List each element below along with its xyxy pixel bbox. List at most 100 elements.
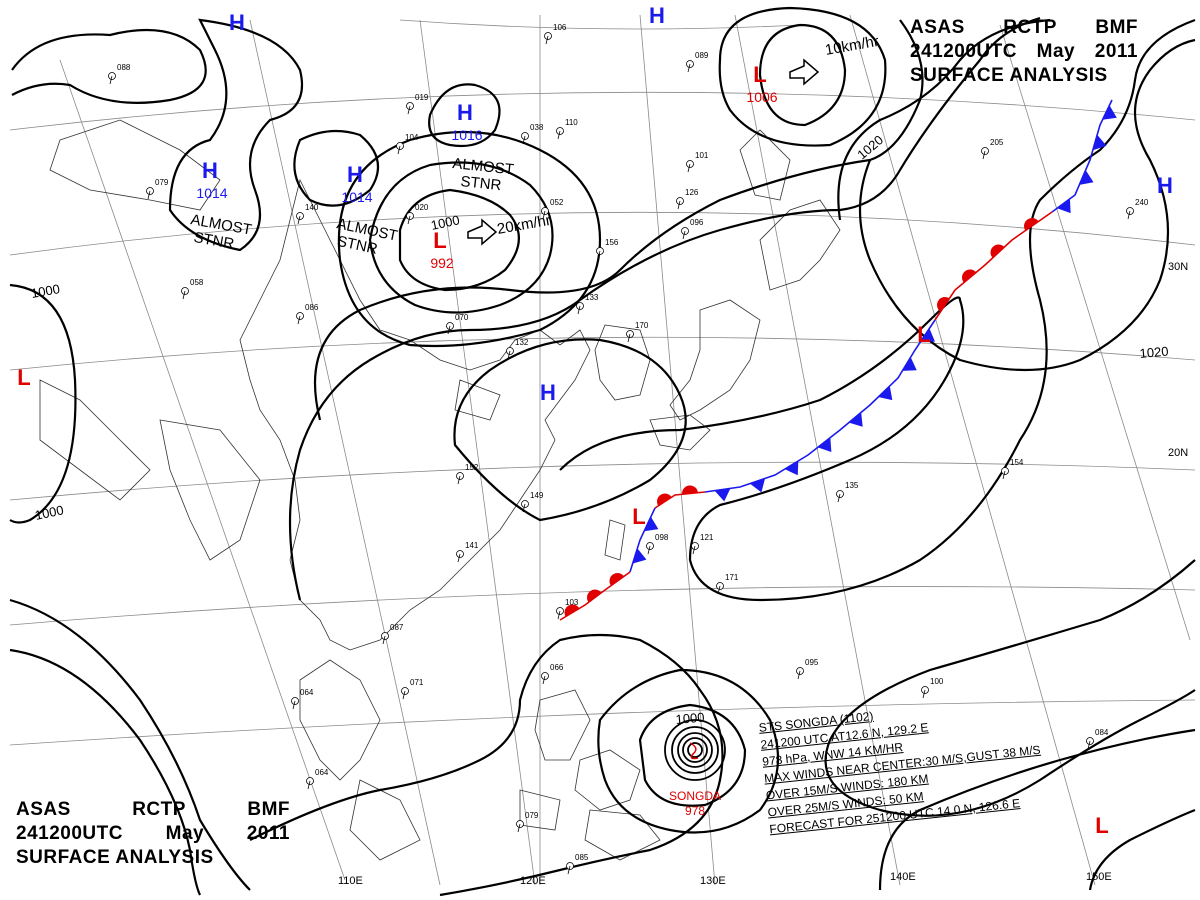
station-pressure: 154 bbox=[1010, 458, 1024, 467]
station-plot: 156 bbox=[596, 238, 619, 260]
isobars bbox=[9, 6, 1196, 897]
warm-front-bump bbox=[609, 573, 624, 586]
station-plot: 154 bbox=[1001, 458, 1024, 480]
station-pressure: 110 bbox=[565, 118, 578, 127]
cold-front-barb bbox=[632, 548, 647, 564]
cold-front bbox=[629, 507, 659, 573]
header-time: 2011 bbox=[246, 823, 290, 844]
station-pressure: 086 bbox=[305, 303, 319, 312]
cold-front-barb bbox=[902, 357, 917, 371]
station-plot: 121 bbox=[691, 533, 714, 555]
cold-front-barb bbox=[714, 488, 731, 502]
warm-front bbox=[559, 571, 631, 621]
warm-front bbox=[654, 485, 706, 509]
station-pressure: 103 bbox=[565, 598, 579, 607]
station-plot: 101 bbox=[686, 151, 709, 173]
station-pressure: 066 bbox=[550, 663, 564, 672]
station-plot: 064 bbox=[291, 688, 314, 710]
station-plot: 149 bbox=[521, 491, 544, 513]
header-agency: BMF bbox=[1095, 17, 1138, 38]
pressure-center-letter: H bbox=[457, 100, 473, 125]
station-plot: 087 bbox=[381, 623, 404, 645]
annotation-almost-stnr: ALMOSTSTNR bbox=[186, 211, 253, 255]
station-plot: 089 bbox=[686, 51, 709, 73]
warm-front-bump bbox=[1024, 218, 1039, 231]
station-pressure: 020 bbox=[415, 203, 429, 212]
pressure-center-letter: H bbox=[229, 10, 245, 35]
pressure-center-value: 1014 bbox=[196, 185, 227, 201]
header-time: 241200UTC bbox=[16, 823, 123, 844]
station-plot: 106 bbox=[544, 23, 567, 45]
station-pressure: 052 bbox=[550, 198, 564, 207]
warm-front-bump bbox=[564, 604, 580, 617]
pressure-center-value: 992 bbox=[430, 255, 454, 271]
pressure-center-letter: L bbox=[1095, 813, 1108, 838]
warm-front-bump bbox=[657, 493, 672, 506]
station-plot: 095 bbox=[796, 658, 819, 680]
station-pressure: 240 bbox=[1135, 198, 1149, 207]
warm-front-bump bbox=[587, 589, 602, 603]
pressure-center-letter: L bbox=[917, 322, 930, 347]
station-plot: 126 bbox=[676, 188, 699, 210]
typhoon-name: SONGDA bbox=[669, 789, 721, 803]
lon-label: 140E bbox=[890, 871, 916, 883]
station-pressure: 170 bbox=[635, 321, 649, 330]
isobar-label: 1000 bbox=[430, 212, 461, 233]
warm-front-bump bbox=[682, 485, 698, 495]
station-pressure: 071 bbox=[410, 678, 424, 687]
typhoon-rings bbox=[664, 719, 726, 781]
pressure-center-letter: H bbox=[202, 158, 218, 183]
low-pressure-center: L bbox=[632, 504, 645, 529]
station-pressure: 140 bbox=[305, 203, 319, 212]
low-pressure-center: L bbox=[17, 365, 30, 390]
typhoon-pressure: 978 bbox=[685, 804, 705, 818]
cold-front-barb bbox=[920, 328, 935, 342]
station-plot: 135 bbox=[836, 481, 859, 503]
station-plot: 140 bbox=[296, 203, 319, 225]
header-product: SURFACE ANALYSIS bbox=[16, 847, 214, 868]
isobar-label: 1000 bbox=[30, 281, 61, 301]
high-pressure-center: H bbox=[229, 10, 245, 35]
station-pressure: 132 bbox=[515, 338, 529, 347]
cold-front-barb bbox=[878, 385, 893, 401]
pressure-center-value: 1016 bbox=[451, 127, 482, 143]
station-plot: 103 bbox=[556, 598, 579, 620]
pressure-center-letter: H bbox=[649, 3, 665, 28]
header-agency: RCTP bbox=[1003, 17, 1057, 38]
station-pressure: 084 bbox=[1095, 728, 1109, 737]
pressure-center-letter: H bbox=[347, 162, 363, 187]
map-header-top: ASAS RCTP BMF 241200UTC May 2011 SURFACE… bbox=[910, 16, 1138, 88]
cold-front-barb bbox=[1079, 170, 1094, 185]
low-pressure-center: L bbox=[917, 322, 930, 347]
station-plot: 019 bbox=[406, 93, 429, 115]
coastlines bbox=[39, 119, 841, 861]
header-time: 2011 bbox=[1094, 41, 1138, 62]
station-plots: 106 088 019 038 089 104 110 101 126 096 052 156 133 1… bbox=[108, 23, 1149, 875]
lat-label: 20N bbox=[1168, 447, 1188, 459]
pressure-center-value: 1006 bbox=[746, 89, 777, 105]
pressure-center-letter: H bbox=[540, 380, 556, 405]
station-pressure: 038 bbox=[530, 123, 544, 132]
station-plot: 132 bbox=[506, 338, 529, 360]
cold-front-barb bbox=[1057, 198, 1071, 214]
low-pressure-center: L bbox=[1095, 813, 1108, 838]
station-pressure: 085 bbox=[575, 853, 589, 862]
station-pressure: 079 bbox=[525, 811, 539, 820]
high-pressure-center: H bbox=[649, 3, 665, 28]
station-plot: 079 bbox=[516, 811, 539, 833]
pressure-center-letter: L bbox=[17, 365, 30, 390]
cold-front bbox=[1051, 99, 1117, 214]
station-pressure: 064 bbox=[315, 768, 329, 777]
station-plot: 052 bbox=[541, 198, 564, 220]
low-pressure-center: L 992 bbox=[430, 228, 454, 271]
high-pressure-center: H bbox=[540, 380, 556, 405]
station-pressure: 106 bbox=[553, 23, 567, 32]
header-time: 241200UTC bbox=[910, 41, 1017, 62]
station-plot: 070 bbox=[446, 313, 469, 335]
station-pressure: 126 bbox=[685, 188, 699, 197]
station-plot: 038 bbox=[521, 123, 544, 145]
header-agency: RCTP bbox=[132, 799, 186, 820]
cold-front-barb bbox=[784, 460, 799, 476]
map-header-bottom: ASAS RCTP BMF 241200UTC May 2011 SURFACE… bbox=[16, 798, 290, 870]
